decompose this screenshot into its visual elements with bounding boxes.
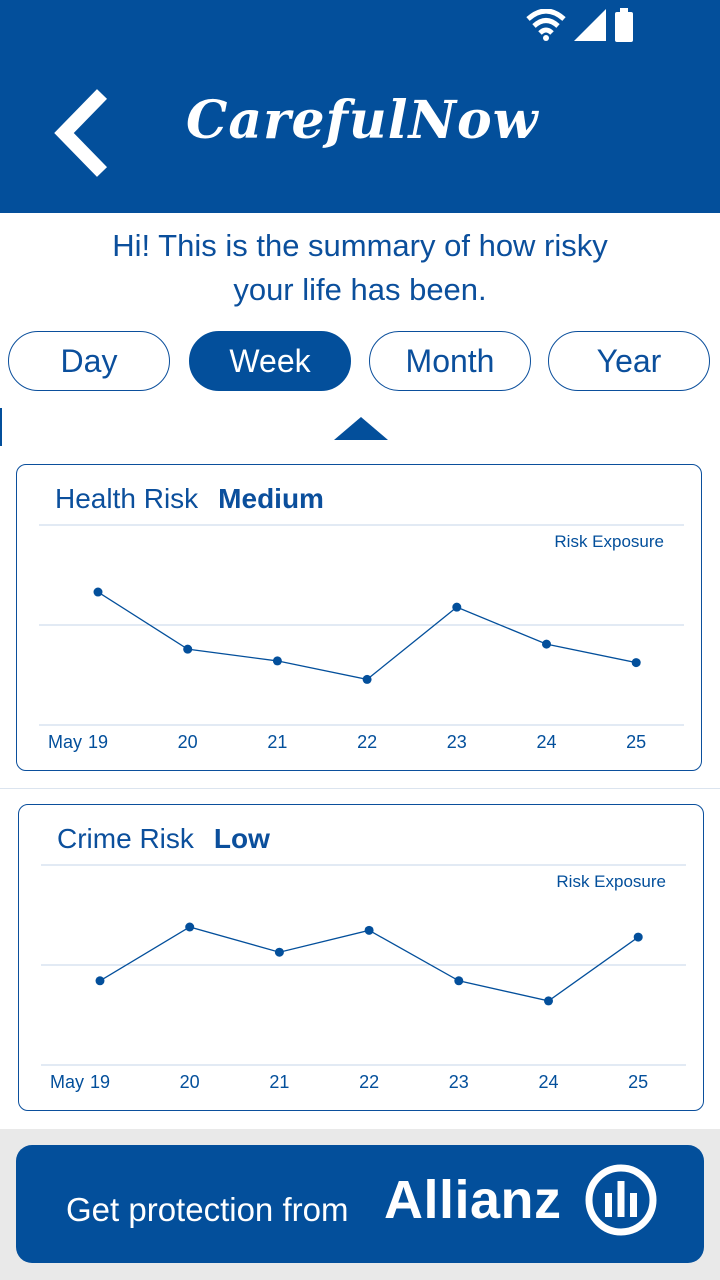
active-tab-pointer bbox=[334, 417, 388, 440]
section-divider bbox=[0, 788, 720, 789]
x-axis-month-label: May bbox=[50, 1072, 84, 1092]
data-point bbox=[631, 658, 641, 668]
battery-icon bbox=[615, 8, 633, 42]
data-point bbox=[452, 602, 462, 612]
scroll-edge-marker bbox=[0, 408, 2, 446]
x-tick-label: 20 bbox=[180, 1072, 200, 1092]
intro-line-2: your life has been. bbox=[233, 272, 487, 307]
data-point bbox=[93, 587, 103, 597]
data-point bbox=[95, 976, 105, 986]
x-tick-label: 23 bbox=[447, 732, 467, 752]
data-point bbox=[454, 976, 464, 986]
tab-month[interactable]: Month bbox=[369, 331, 531, 391]
get-protection-button[interactable]: Get protection from Allianz bbox=[16, 1145, 704, 1263]
risk-level: Medium bbox=[218, 483, 324, 514]
health-risk-chart: Risk Exposure May 19 20 21 22 23 24 25 bbox=[39, 524, 684, 752]
x-tick-label: 21 bbox=[269, 1072, 289, 1092]
wifi-icon bbox=[526, 9, 566, 41]
x-tick-label: 24 bbox=[538, 1072, 558, 1092]
crime-risk-chart: Risk Exposure May 19 20 21 22 23 24 25 bbox=[41, 864, 686, 1092]
x-tick-label: 20 bbox=[178, 732, 198, 752]
x-tick-label: 19 bbox=[90, 1072, 110, 1092]
app-header: CarefulNow bbox=[0, 0, 720, 213]
x-tick-label: 24 bbox=[536, 732, 556, 752]
x-tick-label: 22 bbox=[359, 1072, 379, 1092]
app-title: CarefulNow bbox=[186, 90, 539, 151]
series-line bbox=[99, 926, 639, 1002]
crime-risk-card[interactable]: Crime Risk Low Risk Exposure May 19 20 21 22 23… bbox=[18, 804, 704, 1111]
data-point bbox=[542, 639, 551, 649]
x-tick-label: 25 bbox=[628, 1072, 648, 1092]
intro-line-1: Hi! This is the summary of how risky bbox=[112, 228, 608, 263]
y-axis-label: Risk Exposure bbox=[556, 872, 666, 891]
card-title-label: Health Risk bbox=[55, 483, 199, 514]
data-point bbox=[272, 656, 282, 666]
x-tick-label: 23 bbox=[449, 1072, 469, 1092]
data-point bbox=[274, 947, 284, 957]
x-tick-label: 21 bbox=[267, 732, 287, 752]
tab-year[interactable]: Year bbox=[548, 331, 710, 391]
y-axis-label: Risk Exposure bbox=[554, 532, 664, 551]
period-tabs: Day Week Month Year bbox=[0, 330, 720, 394]
card-title: Health Risk Medium bbox=[55, 483, 324, 515]
data-point bbox=[362, 674, 372, 684]
cta-brand: Allianz bbox=[384, 1170, 562, 1230]
tab-week[interactable]: Week bbox=[189, 331, 351, 391]
x-tick-label: 19 bbox=[88, 732, 108, 752]
x-tick-label: 25 bbox=[626, 732, 646, 752]
cta-label: Get protection from bbox=[66, 1191, 349, 1228]
intro-text: Hi! This is the summary of how risky you… bbox=[60, 224, 660, 312]
allianz-logo-icon bbox=[585, 1164, 657, 1236]
signal-icon bbox=[574, 9, 606, 41]
data-point bbox=[364, 925, 374, 935]
data-point bbox=[185, 922, 195, 932]
x-tick-label: 22 bbox=[357, 732, 377, 752]
series-line bbox=[97, 591, 637, 681]
health-risk-card[interactable]: Health Risk Medium Risk Exposure May 19 20 21… bbox=[16, 464, 702, 771]
risk-level: Low bbox=[213, 823, 270, 854]
data-point bbox=[183, 644, 193, 654]
tab-day[interactable]: Day bbox=[8, 331, 170, 391]
data-point bbox=[633, 932, 643, 942]
data-point bbox=[544, 996, 553, 1006]
x-axis-month-label: May bbox=[48, 732, 82, 752]
card-title: Crime Risk Low bbox=[57, 823, 270, 855]
card-title-label: Crime Risk bbox=[57, 823, 194, 854]
status-bar bbox=[526, 8, 634, 42]
back-chevron-icon[interactable] bbox=[52, 88, 112, 178]
